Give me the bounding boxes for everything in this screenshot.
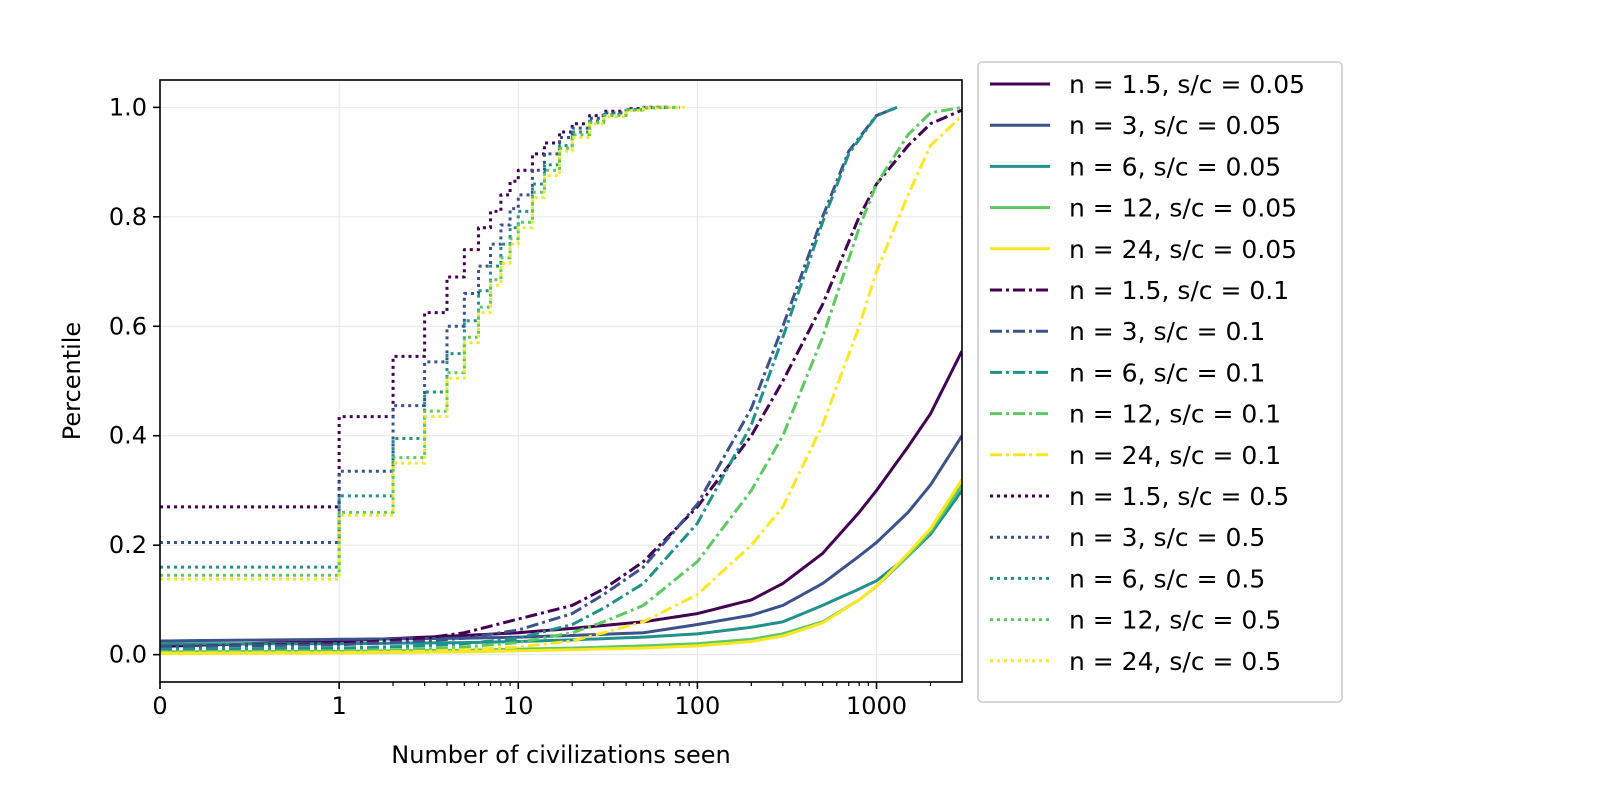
x-tick-label: 1000 bbox=[846, 692, 907, 720]
y-tick-label: 0.0 bbox=[109, 641, 147, 669]
legend: n = 1.5, s/c = 0.05 n = 3, s/c = 0.05 n = … bbox=[977, 61, 1343, 703]
series-line bbox=[160, 105, 962, 654]
series-line bbox=[160, 434, 962, 643]
y-tick-label: 0.8 bbox=[109, 203, 147, 231]
legend-label: n = 3, s/c = 0.05 bbox=[1069, 111, 1281, 140]
legend-label: n = 3, s/c = 0.1 bbox=[1069, 317, 1265, 346]
series-line bbox=[160, 105, 898, 651]
legend-label: n = 24, s/c = 0.05 bbox=[1069, 235, 1297, 264]
series-line bbox=[160, 105, 898, 648]
x-tick-label: 10 bbox=[503, 692, 534, 720]
legend-label: n = 24, s/c = 0.5 bbox=[1069, 647, 1281, 676]
legend-label: n = 6, s/c = 0.05 bbox=[1069, 152, 1281, 181]
y-tick-label: 0.6 bbox=[109, 312, 147, 340]
y-tick-label: 1.0 bbox=[109, 93, 147, 121]
y-tick-label: 0.4 bbox=[109, 422, 147, 450]
legend-label: n = 24, s/c = 0.1 bbox=[1069, 441, 1281, 470]
axis-ticks: 0 1 10 100 1000 0.0 0.2 0.4 0.6 0.8 1.0 bbox=[109, 93, 932, 720]
legend-label: n = 6, s/c = 0.1 bbox=[1069, 358, 1265, 387]
x-tick-label: 0 bbox=[152, 692, 167, 720]
series-line bbox=[160, 105, 685, 581]
grid-lines bbox=[159, 80, 962, 682]
plot-frame bbox=[159, 79, 963, 683]
legend-label: n = 1.5, s/c = 0.5 bbox=[1069, 482, 1289, 511]
series-line bbox=[160, 478, 962, 656]
legend-label: n = 1.5, s/c = 0.05 bbox=[1069, 70, 1305, 99]
series-group bbox=[160, 105, 962, 656]
x-tick-label: 100 bbox=[674, 692, 720, 720]
y-tick-label: 0.2 bbox=[109, 531, 147, 559]
x-tick-label: 1 bbox=[331, 692, 346, 720]
legend-label: n = 12, s/c = 0.5 bbox=[1069, 606, 1281, 635]
legend-label: n = 1.5, s/c = 0.1 bbox=[1069, 276, 1289, 305]
series-line bbox=[160, 114, 962, 655]
legend-label: n = 12, s/c = 0.1 bbox=[1069, 400, 1281, 429]
legend-label: n = 6, s/c = 0.5 bbox=[1069, 564, 1265, 593]
legend-label: n = 12, s/c = 0.05 bbox=[1069, 194, 1297, 223]
x-axis-title: Number of civilizations seen bbox=[391, 741, 731, 769]
legend-frame bbox=[977, 61, 1343, 703]
y-axis-title: Percentile bbox=[58, 322, 86, 440]
series-line bbox=[160, 105, 681, 577]
series-line bbox=[160, 108, 962, 648]
legend-label: n = 3, s/c = 0.5 bbox=[1069, 523, 1265, 552]
